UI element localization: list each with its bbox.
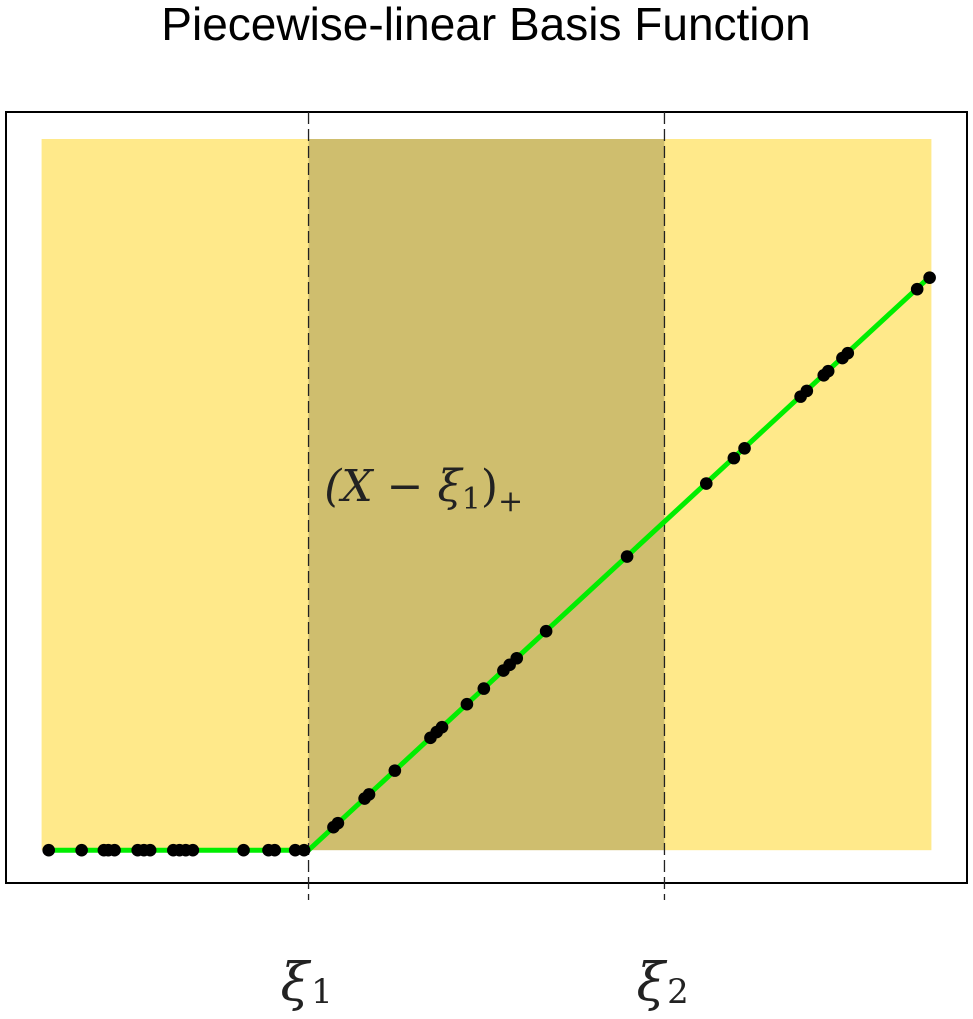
knot-1-label: ξ1 — [281, 953, 333, 1013]
data-point — [738, 441, 751, 455]
data-point — [268, 843, 282, 857]
data-point — [237, 843, 250, 857]
data-point — [539, 624, 553, 638]
data-point — [297, 843, 311, 857]
region-right — [664, 139, 932, 851]
knot-2-label: ξ2 — [636, 953, 688, 1013]
data-point — [388, 764, 402, 777]
data-point — [460, 697, 474, 711]
knot-lines — [307, 112, 666, 900]
data-point — [477, 682, 491, 695]
basis-annotation-text: (X − ξ1)+ — [324, 461, 523, 519]
data-point — [288, 843, 302, 857]
region-middle — [308, 139, 665, 851]
region-left — [41, 139, 309, 851]
data-point — [186, 843, 200, 857]
data-point — [42, 843, 56, 857]
data-point — [620, 550, 634, 563]
shaded-regions — [41, 139, 932, 851]
data-point — [108, 843, 121, 857]
data-point — [75, 843, 88, 857]
chart-title: Piecewise-linear Basis Function — [161, 0, 810, 50]
data-point — [362, 788, 376, 801]
data-point — [910, 282, 924, 296]
data-point — [699, 477, 713, 490]
data-point — [841, 346, 855, 360]
data-point — [510, 651, 524, 665]
data-point — [821, 364, 835, 378]
knot-labels: ξ1 ξ2 — [281, 953, 689, 1013]
data-point — [331, 816, 345, 830]
data-point — [143, 843, 157, 857]
data-point — [727, 451, 741, 465]
data-point — [800, 384, 814, 398]
data-point — [435, 720, 449, 734]
basis-annotation: (X − ξ1)+ — [324, 461, 523, 519]
plot-frame — [5, 111, 968, 884]
data-point — [923, 271, 936, 284]
data-points — [42, 271, 936, 857]
